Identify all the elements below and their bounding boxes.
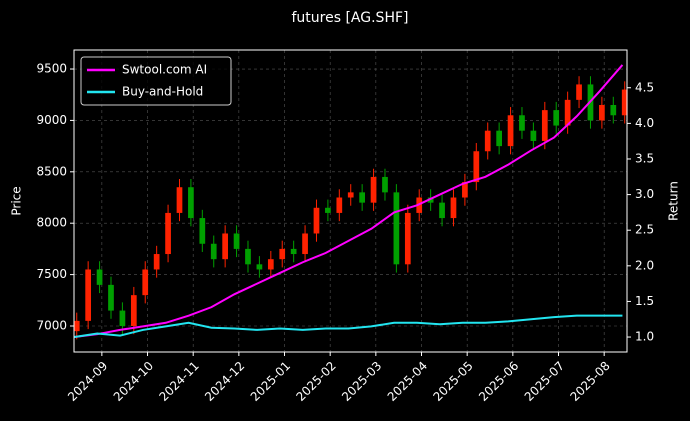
x-tick-label: 2025-04 [385, 359, 430, 404]
candle-body [519, 115, 525, 131]
candle-body [621, 89, 628, 116]
x-tick-label: 2025-01 [248, 359, 293, 404]
plot-frame [73, 49, 628, 353]
y2-tick-label: 1.5 [635, 294, 654, 308]
candle-body [188, 187, 194, 219]
candle-body [347, 192, 354, 198]
x-tick-label: 2025-03 [339, 359, 384, 404]
candle-body [96, 269, 103, 285]
line-series [74, 64, 624, 339]
candle-body [85, 269, 92, 321]
y2-tick-label: 2.0 [635, 258, 654, 272]
y2-tick-label: 4.0 [635, 116, 654, 130]
candle-body [462, 182, 468, 198]
candle-body [210, 243, 217, 260]
y-tick-label: 7000 [36, 318, 67, 332]
candle-body [427, 197, 434, 203]
candle-body [450, 197, 457, 219]
y-tick-label: 8500 [36, 164, 67, 178]
x-tick-label: 2025-07 [522, 359, 567, 404]
legend: Swtool.com AI Buy-and-Hold [80, 56, 232, 106]
x-tick-label: 2025-06 [476, 359, 521, 404]
candle-body [359, 192, 365, 203]
candle-body [610, 104, 617, 116]
candle-body [370, 176, 377, 203]
y2-axis-label: Return [667, 181, 681, 221]
candle-body [233, 233, 240, 249]
x-tick-label: 2024-09 [65, 359, 110, 404]
candle-body [267, 259, 274, 270]
y2-tick-label: 2.5 [635, 223, 654, 237]
legend-label: Swtool.com AI [122, 63, 207, 77]
candle-body [393, 192, 400, 265]
candle-body [576, 84, 582, 100]
legend-label: Buy-and-Hold [122, 85, 203, 99]
line-series [74, 314, 623, 339]
candle-body [245, 248, 251, 265]
candle-body [553, 110, 560, 126]
candle-body [199, 218, 206, 244]
x-tick-label: 2024-11 [156, 359, 201, 404]
candle-body [439, 202, 445, 219]
candle-body [564, 99, 571, 126]
candle-body [165, 212, 171, 255]
candle-body [313, 207, 320, 234]
x-tick-label: 2025-08 [567, 359, 612, 404]
candle-body [530, 130, 537, 141]
candle-body [256, 264, 263, 270]
candle-body [382, 176, 388, 193]
candle-body [176, 187, 183, 213]
candle-body [541, 110, 548, 141]
y-tick-label: 7500 [36, 267, 67, 281]
candle-body [153, 254, 160, 270]
candle-body [496, 130, 502, 147]
x-tick-label: 2024-10 [111, 359, 156, 404]
candle-body [142, 269, 149, 296]
y-tick-label: 8000 [36, 216, 67, 230]
candle-body [325, 207, 331, 213]
candle-body [73, 320, 80, 332]
candle-body [336, 197, 343, 213]
x-tick-label: 2024-12 [202, 359, 247, 404]
legend-box [80, 56, 232, 106]
candle-body [404, 212, 411, 265]
x-tick-label: 2025-05 [430, 359, 475, 404]
y-tick-label: 9000 [36, 113, 67, 127]
candle-body [130, 295, 137, 326]
chart-title: futures [AG.SHF] [292, 10, 409, 26]
candle-body [473, 151, 480, 183]
candle-body [484, 130, 491, 152]
candle-body [302, 233, 308, 255]
y-axis-label: Price [10, 186, 24, 215]
candle-body [507, 115, 514, 147]
y2-tick-label: 3.0 [635, 187, 654, 201]
y-tick-label: 9500 [36, 62, 67, 76]
y2-tick-label: 1.0 [635, 330, 654, 344]
candle-body [290, 248, 297, 255]
candle-body [279, 248, 286, 260]
candle-body [599, 104, 605, 121]
x-tick-label: 2025-02 [293, 359, 338, 404]
y2-tick-label: 4.5 [635, 80, 654, 94]
candle-body [222, 233, 229, 260]
candle-body [108, 284, 114, 311]
y2-tick-label: 3.5 [635, 151, 654, 165]
candle-body [119, 310, 126, 326]
